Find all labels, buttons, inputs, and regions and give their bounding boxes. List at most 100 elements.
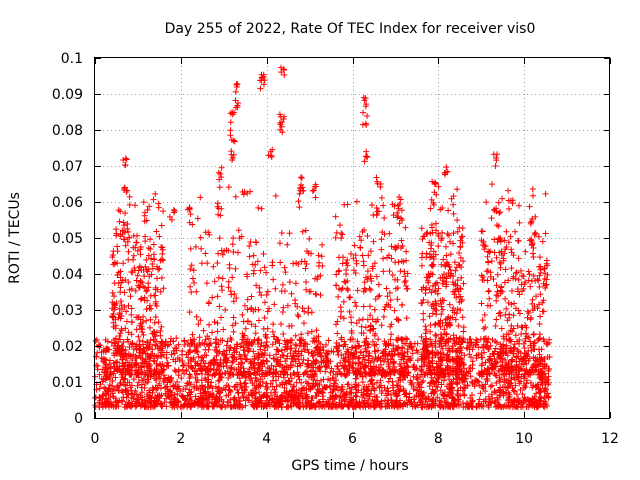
data-point — [510, 312, 517, 319]
data-point — [343, 392, 350, 399]
data-point — [128, 319, 135, 326]
data-point — [334, 318, 341, 325]
data-point — [497, 264, 504, 271]
data-point — [195, 395, 202, 402]
data-point — [467, 354, 474, 361]
data-point — [260, 393, 267, 400]
data-point — [202, 389, 209, 396]
data-point — [242, 325, 249, 332]
data-point — [345, 381, 352, 388]
data-point — [171, 391, 178, 398]
data-point — [179, 367, 186, 374]
data-point — [266, 403, 273, 410]
data-point — [252, 330, 259, 337]
data-point — [315, 345, 322, 352]
data-point — [535, 335, 542, 342]
data-point — [208, 359, 215, 366]
data-point — [269, 328, 276, 335]
data-point — [301, 308, 308, 315]
data-point — [439, 280, 446, 287]
data-point — [486, 356, 493, 363]
data-point — [407, 377, 414, 384]
data-point — [444, 230, 451, 237]
data-point — [371, 332, 378, 339]
data-point — [427, 341, 434, 348]
y-tick-label: 0.01 — [52, 375, 83, 391]
data-point — [496, 386, 503, 393]
data-point — [269, 377, 276, 384]
data-point — [146, 324, 153, 331]
x-tick-label: 4 — [262, 431, 271, 447]
data-point — [288, 290, 295, 297]
data-point — [419, 250, 426, 257]
data-point — [312, 380, 319, 387]
data-point — [538, 346, 545, 353]
data-point — [305, 309, 312, 316]
data-point — [502, 266, 509, 273]
data-point — [350, 403, 357, 410]
data-point — [100, 376, 107, 383]
data-point — [490, 350, 497, 357]
data-point — [287, 402, 294, 409]
data-point — [106, 381, 113, 388]
data-point — [373, 273, 380, 280]
data-point — [464, 382, 471, 389]
data-point — [264, 288, 271, 295]
data-point — [492, 162, 499, 169]
data-point — [281, 264, 288, 271]
data-point — [202, 250, 209, 257]
data-point — [387, 297, 394, 304]
data-point — [264, 358, 271, 365]
data-point — [406, 390, 413, 397]
data-point — [543, 363, 550, 370]
data-point — [543, 281, 550, 288]
data-point — [524, 333, 531, 340]
data-point — [488, 400, 495, 407]
data-point — [522, 383, 529, 390]
data-point — [146, 399, 153, 406]
data-point — [180, 361, 187, 368]
data-point — [276, 340, 283, 347]
data-point — [128, 269, 135, 276]
y-tick-label: 0 — [74, 411, 83, 427]
data-point — [248, 293, 255, 300]
data-point — [439, 403, 446, 410]
data-point — [183, 366, 190, 373]
data-point — [536, 393, 543, 400]
data-point — [218, 164, 225, 171]
data-point — [513, 403, 520, 410]
data-point — [479, 354, 486, 361]
data-point — [282, 395, 289, 402]
data-point — [402, 283, 409, 290]
data-point — [153, 395, 160, 402]
data-point — [399, 376, 406, 383]
data-point — [294, 311, 301, 318]
data-point — [517, 267, 524, 274]
data-point — [354, 338, 361, 345]
data-point — [231, 291, 238, 298]
data-point — [339, 386, 346, 393]
data-point — [102, 400, 109, 407]
data-point — [275, 400, 282, 407]
data-point — [278, 321, 285, 328]
data-point — [128, 331, 135, 338]
data-point — [367, 287, 374, 294]
data-point — [184, 340, 191, 347]
data-point — [386, 230, 393, 237]
data-point — [181, 341, 188, 348]
data-point — [525, 268, 532, 275]
data-point — [492, 338, 499, 345]
data-point — [411, 340, 418, 347]
data-point — [296, 190, 303, 197]
y-tick-label: 0.03 — [52, 303, 83, 319]
data-point — [516, 380, 523, 387]
data-point — [119, 374, 126, 381]
data-point — [206, 400, 213, 407]
data-point — [494, 151, 501, 158]
data-point — [353, 393, 360, 400]
data-point — [200, 400, 207, 407]
data-point — [459, 225, 466, 232]
data-point — [122, 382, 129, 389]
data-point — [360, 391, 367, 398]
data-point — [329, 375, 336, 382]
